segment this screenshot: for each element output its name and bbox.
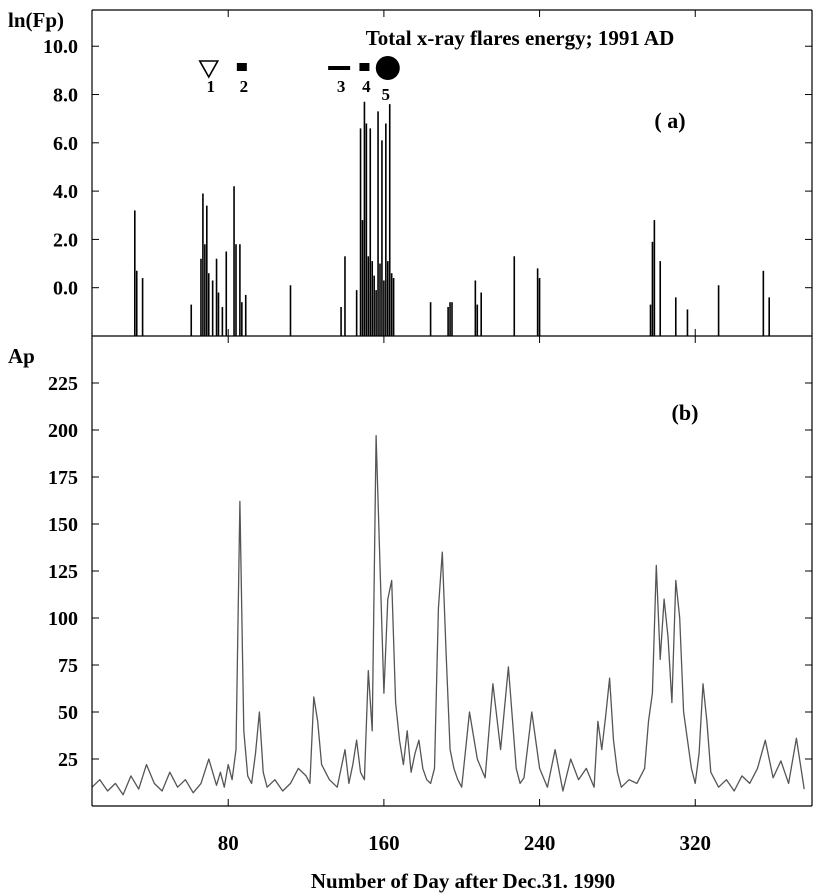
event-marker-4 (359, 63, 370, 71)
axes-frame (91, 9, 813, 807)
y-tick-label-a: 8.0 (53, 85, 78, 107)
event-marker-1 (198, 60, 220, 79)
y-tick-label-a: 2.0 (53, 229, 78, 251)
y-ticks-b: 25 50 75 100 125 150 175 200 225 (48, 373, 812, 771)
event-marker-label: 4 (362, 77, 371, 96)
y-tick-label-a: 4.0 (53, 181, 78, 203)
event-marker-3 (328, 66, 351, 70)
y-tick-label-b: 50 (58, 702, 78, 724)
chart-title-a: Total x-ray flares energy; 1991 AD (366, 26, 675, 50)
panel-a: ln(Fp) Total x-ray flares energy; 1991 A… (8, 8, 812, 336)
y-tick-label-b: 200 (48, 420, 78, 442)
panel-label-b: (b) (672, 400, 699, 425)
y-tick-label-a: 0.0 (53, 278, 78, 300)
event-marker-label: 5 (382, 85, 391, 104)
event-marker-label: 3 (337, 77, 346, 96)
y-tick-label-b: 150 (48, 514, 78, 536)
y-tick-label-b: 125 (48, 561, 78, 583)
ap-series-line (91, 434, 805, 796)
y-tick-label-b: 225 (48, 373, 78, 395)
panel-b: Ap (b) 25 50 75 100 125 150 175 200 225 (8, 344, 812, 796)
y-tick-label-a: 6.0 (53, 133, 78, 155)
panel-label-a: ( a) (654, 108, 685, 133)
y-tick-label-a: 10.0 (43, 36, 78, 58)
ylabel-a: ln(Fp) (8, 8, 64, 32)
y-tick-label-b: 175 (48, 467, 78, 489)
event-marker-label: 1 (207, 77, 216, 96)
x-tick-label: 240 (524, 831, 556, 855)
event-marker-label: 2 (240, 77, 249, 96)
x-tick-label: 80 (218, 831, 239, 855)
ylabel-b: Ap (8, 344, 35, 368)
y-tick-label-b: 25 (58, 749, 78, 771)
event-marker-5 (375, 56, 400, 80)
event-marker-2 (236, 63, 247, 71)
bars-a (134, 101, 770, 336)
x-ticks: 80 160 240 320 (218, 10, 711, 855)
x-axis-label: Number of Day after Dec.31. 1990 (311, 869, 615, 893)
y-tick-label-b: 100 (48, 608, 78, 630)
x-tick-label: 320 (679, 831, 711, 855)
y-ticks-a: 0.0 2.0 4.0 6.0 8.0 10.0 (43, 36, 812, 300)
x-tick-label: 160 (368, 831, 400, 855)
y-tick-label-b: 75 (58, 655, 78, 677)
